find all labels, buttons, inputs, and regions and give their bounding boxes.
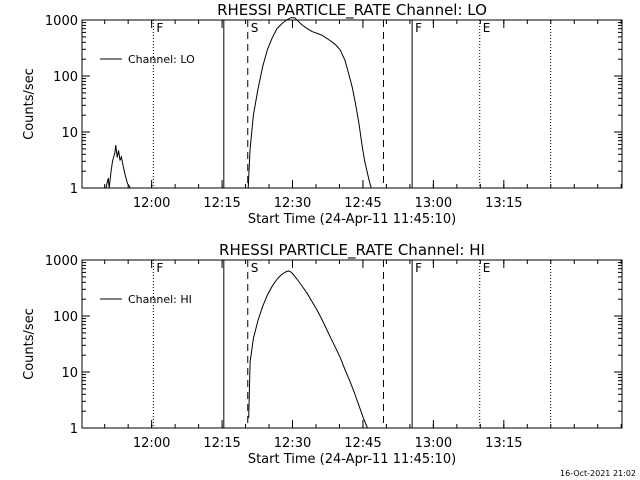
marker-label: F xyxy=(156,21,163,35)
x-tick-label: 12:00 xyxy=(133,196,170,211)
marker-label: E xyxy=(483,261,491,275)
marker-label: S xyxy=(251,261,259,275)
x-tick-label: 12:30 xyxy=(274,436,311,451)
legend-label: Channel: LO xyxy=(128,53,195,66)
plot-frame xyxy=(81,19,623,189)
y-tick-label: 1000 xyxy=(45,254,78,269)
x-tick-label: 13:15 xyxy=(485,436,522,451)
marker-label: F xyxy=(156,261,163,275)
x-tick-label: 12:00 xyxy=(133,436,170,451)
plot-frame xyxy=(81,259,623,429)
y-tick-label: 100 xyxy=(53,70,78,85)
x-tick-label: 12:45 xyxy=(344,196,381,211)
series-line xyxy=(105,145,131,189)
series-line xyxy=(248,270,368,429)
x-axis-label: Start Time (24-Apr-11 11:45:10) xyxy=(248,452,456,467)
x-tick-label: 13:00 xyxy=(415,436,452,451)
marker-label: F xyxy=(415,261,422,275)
chart-title: RHESSI PARTICLE_RATE Channel: LO xyxy=(217,1,487,20)
marker-label: F xyxy=(415,21,422,35)
marker-label: E xyxy=(483,21,491,35)
x-tick-label: 13:15 xyxy=(485,196,522,211)
x-tick-label: 12:30 xyxy=(274,196,311,211)
legend-label: Channel: HI xyxy=(128,293,192,306)
x-axis-label: Start Time (24-Apr-11 11:45:10) xyxy=(248,212,456,227)
y-axis-label: Counts/sec xyxy=(22,308,37,380)
x-tick-label: 12:45 xyxy=(344,436,381,451)
y-tick-label: 1 xyxy=(70,182,78,197)
series-line xyxy=(247,17,372,189)
y-tick-label: 100 xyxy=(53,310,78,325)
x-tick-label: 12:15 xyxy=(203,196,240,211)
y-tick-label: 1 xyxy=(70,422,78,437)
x-tick-label: 13:00 xyxy=(415,196,452,211)
y-tick-label: 10 xyxy=(61,126,78,141)
y-tick-label: 1000 xyxy=(45,14,78,29)
marker-label: S xyxy=(251,21,259,35)
chart-title: RHESSI PARTICLE_RATE Channel: HI xyxy=(219,241,485,260)
footer-timestamp: 16-Oct-2021 21:02 xyxy=(560,469,636,478)
y-tick-label: 10 xyxy=(61,366,78,381)
x-tick-label: 12:15 xyxy=(203,436,240,451)
y-axis-label: Counts/sec xyxy=(22,68,37,140)
